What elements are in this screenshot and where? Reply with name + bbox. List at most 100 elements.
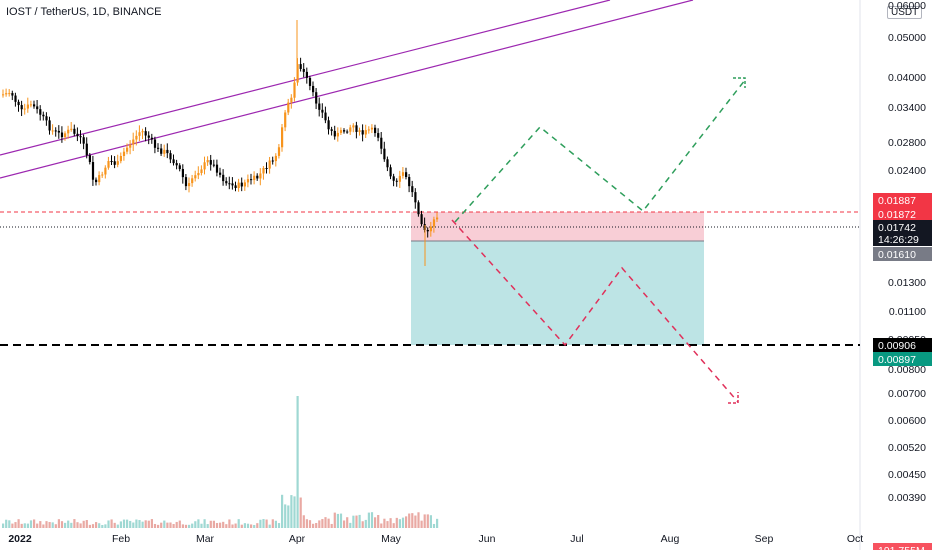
volume-bar (8, 520, 11, 528)
volume-bar (367, 512, 370, 528)
candle-body (2, 94, 5, 96)
candle-body (175, 163, 178, 166)
entry-tag-label: 0.01610 (878, 249, 916, 261)
volume-bar (23, 523, 26, 528)
volume-bar (160, 522, 163, 528)
take-profit-zone[interactable] (411, 241, 704, 345)
bullish-projection-path[interactable] (454, 79, 746, 223)
candle-body (215, 164, 219, 173)
volume-bar (166, 522, 169, 528)
volume-bar (219, 522, 222, 528)
volume-bar (138, 520, 141, 528)
volume-bar (299, 497, 302, 528)
candle-body (361, 130, 364, 135)
candle-body (262, 168, 265, 174)
candle-body (268, 160, 271, 169)
volume-bar (45, 521, 48, 528)
candle-body (122, 151, 126, 156)
price-tick-label: 0.05000 (888, 32, 926, 44)
candle-body (246, 179, 250, 183)
candle-body (144, 131, 147, 136)
price-tick-label: 0.03400 (888, 102, 926, 114)
candle-body (203, 162, 206, 170)
volume-bar (17, 519, 20, 528)
volume-bar (225, 524, 228, 528)
volume-bar (107, 520, 110, 528)
volume-bar (392, 523, 395, 528)
candle-body (20, 105, 23, 110)
channel-upper-line[interactable] (0, 0, 611, 156)
candle-body (405, 172, 408, 177)
volume-bar (343, 520, 346, 528)
candle-body (370, 127, 374, 130)
candle-body (299, 64, 302, 69)
volume-bar (284, 504, 287, 528)
candle-body (126, 147, 129, 152)
volume-bar (67, 520, 70, 528)
volume-bar (290, 495, 293, 528)
volume-bar (51, 522, 54, 528)
candle-body (287, 102, 290, 113)
volume-bar (14, 522, 17, 528)
volume-bar (361, 521, 364, 528)
bearish-projection-path[interactable] (451, 219, 739, 403)
volume-bar (60, 521, 64, 528)
candle-body (45, 116, 48, 121)
volume-bar (352, 515, 355, 528)
bullish-arrow-head (733, 77, 746, 88)
volume-bar (231, 524, 234, 528)
candle-body (110, 160, 113, 162)
volume-bar (265, 519, 268, 528)
candle-body (153, 139, 157, 148)
price-tick-label: 0.01300 (888, 277, 926, 289)
volume-bar (277, 523, 281, 528)
volume-bar (308, 520, 312, 528)
volume-bar (234, 523, 237, 528)
volume-bar (420, 520, 423, 528)
candle-body (234, 185, 237, 189)
volume-bar (5, 519, 8, 528)
symbol-title[interactable]: IOST / TetherUS, 1D, BINANCE (6, 6, 162, 18)
volume-bar (398, 519, 401, 528)
volume-bar (54, 524, 57, 528)
volume-bar (355, 515, 358, 528)
volume-bar (79, 523, 82, 528)
candle-body (327, 120, 330, 130)
candle-body (330, 129, 333, 131)
candle-body (237, 182, 240, 189)
time-axis-label: Apr (289, 533, 306, 545)
candle-body (346, 131, 349, 133)
target-tag-label: 0.00897 (878, 354, 916, 366)
candle-body (33, 104, 36, 107)
volume-bar (70, 522, 73, 528)
candle-body (212, 164, 215, 166)
candle-body (349, 127, 352, 132)
price-tick-label: 0.00450 (888, 469, 926, 481)
candle-body (420, 214, 423, 225)
channel-lower-line[interactable] (0, 0, 694, 179)
candle-body (91, 162, 95, 180)
stop-low-tag: 0.01872 (873, 207, 932, 221)
volume-bar (209, 520, 212, 528)
volume-bar (296, 396, 299, 528)
currency-unit-button[interactable]: USDT (887, 6, 923, 19)
support-tag-label: 0.00906 (878, 340, 916, 352)
price-tick-label: 0.00520 (888, 442, 926, 454)
volume-bar (302, 515, 305, 528)
candle-body (169, 153, 172, 160)
candle-body (343, 130, 346, 132)
candle-body (107, 160, 110, 168)
candle-body (57, 130, 60, 133)
candle-body (414, 192, 417, 203)
volume-bar (98, 523, 101, 528)
volume-bar (194, 521, 197, 528)
candle-body (147, 135, 150, 138)
bearish-arrow-head (728, 392, 739, 404)
volume-bar (246, 523, 250, 528)
volume-bar (178, 520, 181, 528)
volume-bar (293, 496, 296, 528)
volume-bar (122, 519, 126, 528)
candle-body (172, 159, 175, 164)
volume-bar (268, 524, 271, 528)
